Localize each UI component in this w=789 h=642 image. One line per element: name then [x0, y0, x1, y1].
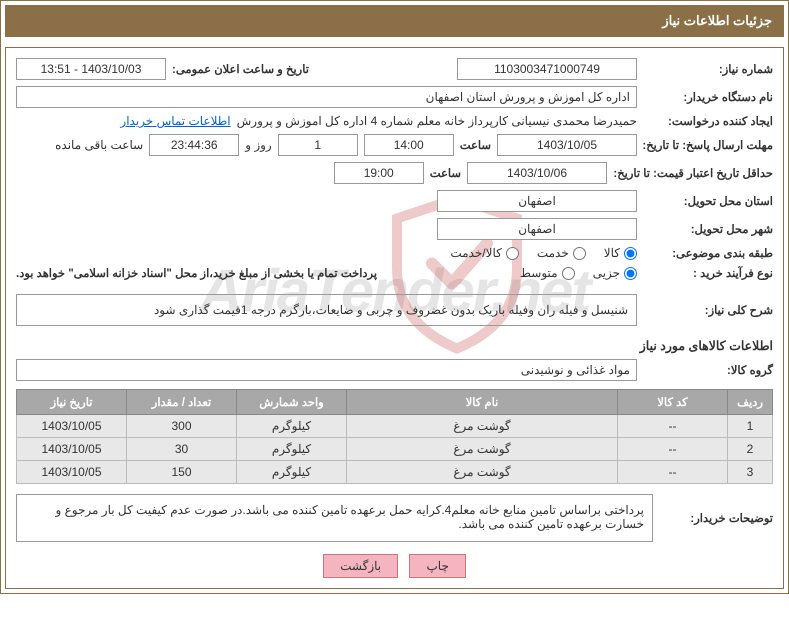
buyer-note-label: توضیحات خریدار: [663, 511, 773, 525]
page-container: جزئیات اطلاعات نیاز AriaTender.net شماره… [0, 0, 789, 594]
th-row: ردیف [728, 390, 773, 415]
price-valid-label: حداقل تاریخ اعتبار قیمت: تا تاریخ: [613, 166, 773, 180]
ann-date-value: 1403/10/03 - 13:51 [16, 58, 166, 80]
remaining-text: ساعت باقی مانده [55, 138, 143, 152]
city-label: شهر محل تحویل: [643, 222, 773, 236]
resp-time-value: 14:00 [364, 134, 454, 156]
cat-both-label: کالا/خدمت [450, 246, 501, 260]
cell-date: 1403/10/05 [17, 438, 127, 461]
cat-both-option[interactable]: کالا/خدمت [450, 246, 518, 260]
cell-name: گوشت مرغ [347, 438, 618, 461]
cat-both-radio[interactable] [506, 247, 519, 260]
buyer-org-value: اداره کل اموزش و پرورش استان اصفهان [16, 86, 637, 108]
purchase-type-label: نوع فرآیند خرید : [643, 266, 773, 280]
button-row: چاپ بازگشت [16, 554, 773, 578]
cell-unit: کیلوگرم [237, 415, 347, 438]
cat-service-option[interactable]: خدمت [537, 246, 586, 260]
province-value: اصفهان [437, 190, 637, 212]
requester-value: حمیدرضا محمدی نیسیانی کارپرداز خانه معلم… [237, 114, 637, 128]
row-need-desc: شرح کلی نیاز: شنیسل و فیله ران وفیله بار… [16, 294, 773, 326]
days-value: 1 [278, 134, 358, 156]
cell-unit: کیلوگرم [237, 461, 347, 484]
pt-medium-label: متوسط [520, 266, 558, 280]
cell-n: 1 [728, 415, 773, 438]
print-button[interactable]: چاپ [409, 554, 465, 578]
need-number-value: 1103003471000749 [457, 58, 637, 80]
row-purchase-type: نوع فرآیند خرید : جزیی متوسط پرداخت تمام… [16, 266, 773, 280]
items-info-title: اطلاعات کالاهای مورد نیاز [16, 338, 773, 353]
row-price-validity: حداقل تاریخ اعتبار قیمت: تا تاریخ: 1403/… [16, 162, 773, 184]
back-button[interactable]: بازگشت [323, 554, 398, 578]
days-and-text: روز و [245, 138, 272, 152]
table-row: 3--گوشت مرغکیلوگرم1501403/10/05 [17, 461, 773, 484]
group-label: گروه کالا: [643, 363, 773, 377]
cell-qty: 150 [127, 461, 237, 484]
cell-code: -- [618, 415, 728, 438]
category-label: طبقه بندی موضوعی: [643, 246, 773, 260]
row-city: شهر محل تحویل: اصفهان [16, 218, 773, 240]
th-qty: تعداد / مقدار [127, 390, 237, 415]
cell-date: 1403/10/05 [17, 461, 127, 484]
header-title: جزئیات اطلاعات نیاز [5, 5, 784, 37]
cell-unit: کیلوگرم [237, 438, 347, 461]
th-name: نام کالا [347, 390, 618, 415]
row-buyer-note: توضیحات خریدار: پرداختی براساس تامین منا… [16, 494, 773, 542]
time-label-2: ساعت [430, 166, 461, 180]
need-number-label: شماره نیاز: [643, 62, 773, 76]
cat-goods-label: کالا [604, 246, 620, 260]
cell-n: 3 [728, 461, 773, 484]
pt-partial-label: جزیی [593, 266, 620, 280]
need-desc-label: شرح کلی نیاز: [643, 303, 773, 317]
province-label: استان محل تحویل: [643, 194, 773, 208]
resp-deadline-label: مهلت ارسال پاسخ: تا تاریخ: [643, 138, 773, 152]
buyer-org-label: نام دستگاه خریدار: [643, 90, 773, 104]
th-date: تاریخ نیاز [17, 390, 127, 415]
payment-note: پرداخت تمام یا بخشی از مبلغ خرید،از محل … [16, 266, 377, 280]
group-value: مواد غذائی و نوشیدنی [16, 359, 637, 381]
row-need-number: شماره نیاز: 1103003471000749 تاریخ و ساع… [16, 58, 773, 80]
cell-date: 1403/10/05 [17, 415, 127, 438]
cell-qty: 300 [127, 415, 237, 438]
row-group: گروه کالا: مواد غذائی و نوشیدنی [16, 359, 773, 381]
resp-date-value: 1403/10/05 [497, 134, 637, 156]
table-row: 1--گوشت مرغکیلوگرم3001403/10/05 [17, 415, 773, 438]
price-valid-time: 19:00 [334, 162, 424, 184]
cat-service-label: خدمت [537, 246, 569, 260]
items-header-row: ردیف کد کالا نام کالا واحد شمارش تعداد /… [17, 390, 773, 415]
need-desc-value: شنیسل و فیله ران وفیله باریک بدون غضروف … [16, 294, 637, 326]
time-label-1: ساعت [460, 138, 491, 152]
cell-qty: 30 [127, 438, 237, 461]
cell-code: -- [618, 461, 728, 484]
city-value: اصفهان [437, 218, 637, 240]
price-valid-date: 1403/10/06 [467, 162, 607, 184]
ann-date-label: تاریخ و ساعت اعلان عمومی: [172, 62, 309, 76]
pt-partial-option[interactable]: جزیی [593, 266, 637, 280]
row-requester: ایجاد کننده درخواست: حمیدرضا محمدی نیسیا… [16, 114, 773, 128]
buyer-contact-link[interactable]: اطلاعات تماس خریدار [120, 114, 230, 128]
row-buyer-org: نام دستگاه خریدار: اداره کل اموزش و پرور… [16, 86, 773, 108]
hms-value: 23:44:36 [149, 134, 239, 156]
cat-goods-option[interactable]: کالا [604, 246, 637, 260]
cell-name: گوشت مرغ [347, 461, 618, 484]
content-panel: AriaTender.net شماره نیاز: 1103003471000… [5, 47, 784, 589]
items-table: ردیف کد کالا نام کالا واحد شمارش تعداد /… [16, 389, 773, 484]
cat-service-radio[interactable] [573, 247, 586, 260]
requester-label: ایجاد کننده درخواست: [643, 114, 773, 128]
pt-partial-radio[interactable] [624, 267, 637, 280]
th-unit: واحد شمارش [237, 390, 347, 415]
th-code: کد کالا [618, 390, 728, 415]
row-response-deadline: مهلت ارسال پاسخ: تا تاریخ: 1403/10/05 سا… [16, 134, 773, 156]
cell-code: -- [618, 438, 728, 461]
row-category: طبقه بندی موضوعی: کالا خدمت کالا/خدمت [16, 246, 773, 260]
purchase-type-radio-group: جزیی متوسط [520, 266, 637, 280]
pt-medium-radio[interactable] [562, 267, 575, 280]
buyer-note-value: پرداختی براساس تامین منابع خانه معلم4.کر… [16, 494, 653, 542]
category-radio-group: کالا خدمت کالا/خدمت [450, 246, 637, 260]
table-row: 2--گوشت مرغکیلوگرم301403/10/05 [17, 438, 773, 461]
pt-medium-option[interactable]: متوسط [520, 266, 575, 280]
row-province: استان محل تحویل: اصفهان [16, 190, 773, 212]
cell-n: 2 [728, 438, 773, 461]
cell-name: گوشت مرغ [347, 415, 618, 438]
cat-goods-radio[interactable] [624, 247, 637, 260]
